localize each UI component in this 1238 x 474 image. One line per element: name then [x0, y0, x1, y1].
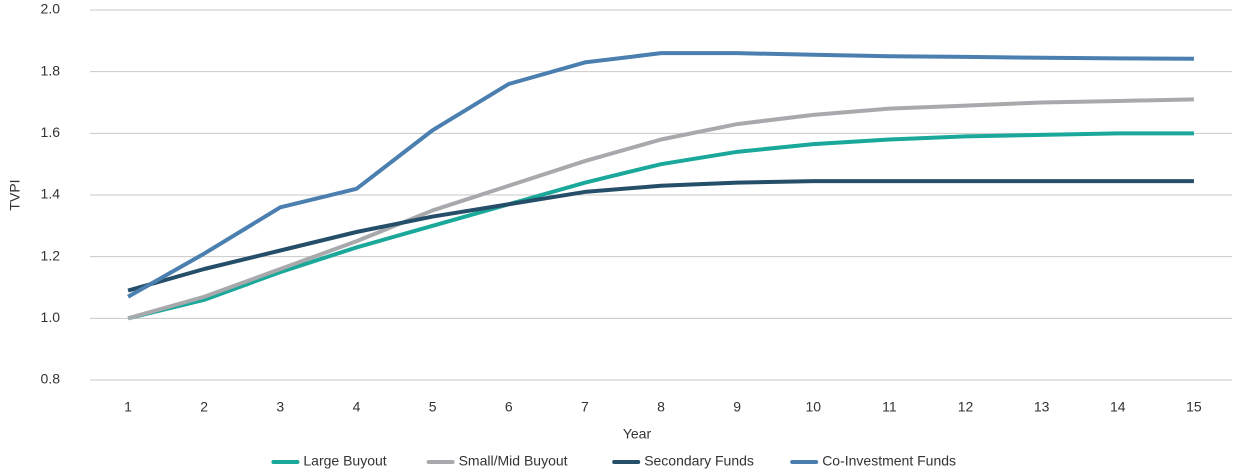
y-tick-label: 1.4	[41, 186, 61, 202]
x-tick-label: 6	[505, 399, 513, 415]
x-tick-label: 7	[581, 399, 589, 415]
y-tick-label: 1.2	[41, 247, 61, 263]
x-axis-label: Year	[623, 426, 652, 442]
legend-label: Large Buyout	[303, 453, 386, 469]
series-line	[127, 97, 1194, 321]
y-tick-label: 1.8	[41, 62, 61, 78]
x-tick-label: 14	[1110, 399, 1126, 415]
y-tick-label: 1.6	[41, 124, 61, 140]
x-tick-label: 5	[429, 399, 437, 415]
x-tick-label: 8	[657, 399, 665, 415]
legend-label: Secondary Funds	[644, 453, 754, 469]
x-tick-label: 10	[805, 399, 821, 415]
x-tick-label: 9	[733, 399, 741, 415]
series-line	[127, 179, 1194, 293]
x-tick-label: 2	[200, 399, 208, 415]
y-tick-label: 2.0	[41, 1, 61, 17]
legend-label: Co-Investment Funds	[822, 453, 956, 469]
y-tick-label: 1.0	[41, 309, 61, 325]
y-axis-label: TVPI	[7, 179, 23, 210]
x-tick-label: 15	[1186, 399, 1202, 415]
x-tick-label: 3	[276, 399, 284, 415]
x-tick-label: 4	[353, 399, 361, 415]
series-line	[127, 51, 1194, 299]
x-tick-label: 11	[882, 399, 897, 415]
series-line	[127, 131, 1194, 321]
x-tick-label: 1	[124, 399, 132, 415]
x-tick-label: 12	[958, 399, 974, 415]
legend-label: Small/Mid Buyout	[459, 453, 568, 469]
y-tick-label: 0.8	[41, 371, 61, 387]
x-tick-label: 13	[1034, 399, 1050, 415]
